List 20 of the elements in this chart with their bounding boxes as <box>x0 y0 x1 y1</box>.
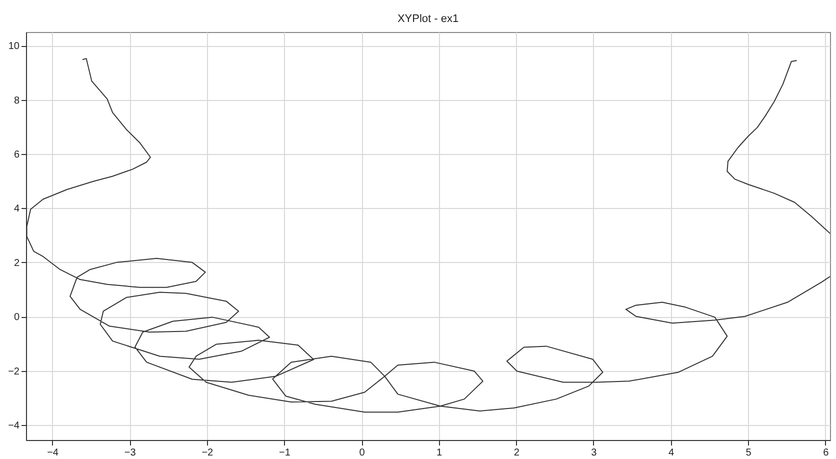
x-tick-label: −2 <box>202 448 214 458</box>
y-tick-label: −4 <box>8 420 20 432</box>
x-tick-label: 6 <box>823 448 830 458</box>
x-tick-label: 0 <box>359 448 366 458</box>
x-tick-label: 1 <box>436 448 443 458</box>
x-tick-label: 3 <box>591 448 598 458</box>
x-tick-label: 2 <box>514 448 520 458</box>
y-tick-label: 0 <box>14 312 20 324</box>
chart-title: XYPlot - ex1 <box>397 13 459 25</box>
x-tick-label: 4 <box>668 448 674 458</box>
y-tick-label: 2 <box>14 258 20 269</box>
y-tick-label: 6 <box>14 149 20 160</box>
x-tick-label: −1 <box>279 448 291 458</box>
x-tick-label: −3 <box>124 448 136 458</box>
y-tick-label: −2 <box>8 366 20 378</box>
x-tick-label: 5 <box>746 448 752 458</box>
y-tick-label: 10 <box>8 41 20 52</box>
y-tick-label: 8 <box>14 95 20 106</box>
x-tick-label: −4 <box>47 448 59 458</box>
y-tick-label: 4 <box>14 204 20 215</box>
